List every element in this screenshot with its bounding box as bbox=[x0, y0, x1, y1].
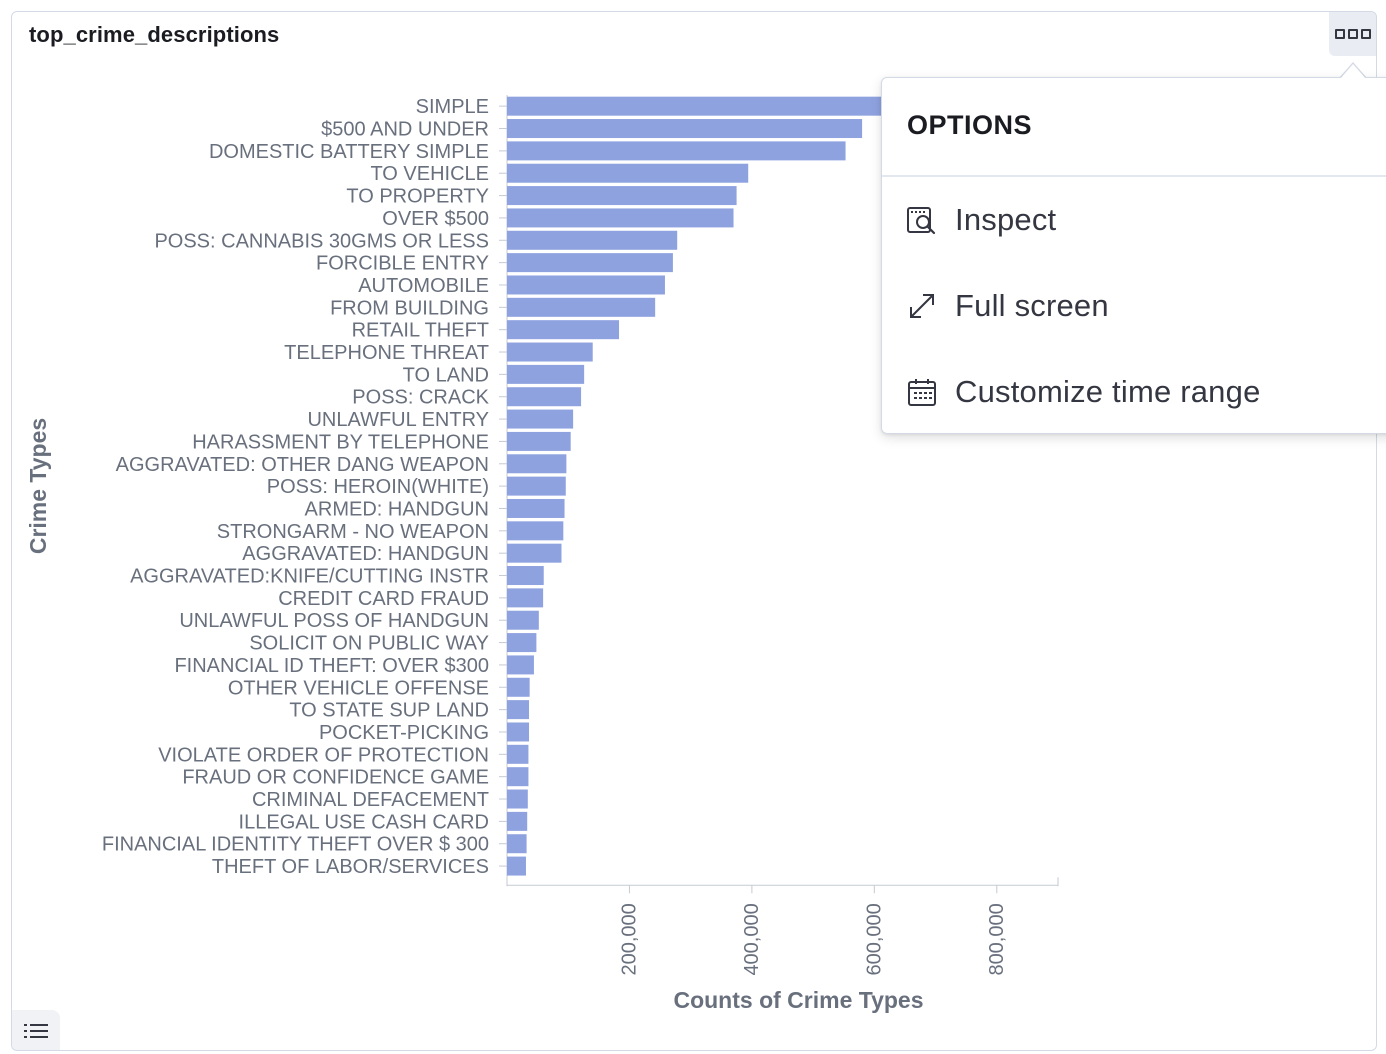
bar bbox=[507, 141, 846, 161]
y-tick-label: HARASSMENT BY TELEPHONE bbox=[192, 431, 489, 453]
popover-divider bbox=[882, 175, 1386, 177]
y-tick-label: TO VEHICLE bbox=[370, 163, 489, 185]
menu-item-inspect-label: Inspect bbox=[955, 202, 1057, 237]
y-tick-label: DOMESTIC BATTERY SIMPLE bbox=[209, 141, 489, 163]
x-tick-label: 800,000 bbox=[986, 903, 1008, 975]
menu-item-inspect[interactable]: Inspect bbox=[882, 190, 1386, 250]
bar bbox=[507, 700, 530, 720]
bar bbox=[507, 208, 734, 228]
menu-item-full-screen[interactable]: Full screen bbox=[882, 276, 1386, 336]
bar bbox=[507, 566, 544, 586]
y-tick-label: FINANCIAL ID THEFT: OVER $300 bbox=[174, 655, 489, 677]
y-tick-label: SOLICIT ON PUBLIC WAY bbox=[249, 633, 489, 655]
y-tick-label: AUTOMOBILE bbox=[358, 275, 489, 297]
y-axis-title: Crime Types bbox=[25, 418, 51, 554]
y-tick-label: POSS: CRACK bbox=[352, 387, 489, 409]
bar bbox=[507, 655, 534, 675]
y-tick-label: SIMPLE bbox=[416, 96, 489, 118]
bar bbox=[507, 856, 526, 876]
y-tick-label: TELEPHONE THREAT bbox=[284, 342, 489, 364]
y-tick-label: CREDIT CARD FRAUD bbox=[278, 588, 489, 610]
menu-item-full-screen-label: Full screen bbox=[955, 288, 1109, 323]
bar bbox=[507, 588, 544, 608]
y-tick-label: VIOLATE ORDER OF PROTECTION bbox=[158, 744, 489, 766]
bar bbox=[507, 454, 567, 474]
bar bbox=[507, 722, 530, 742]
popover-arrow-fill bbox=[1340, 64, 1366, 79]
bar bbox=[507, 834, 527, 854]
bar bbox=[507, 364, 585, 384]
bar bbox=[507, 342, 593, 362]
y-tick-label: TO LAND bbox=[403, 364, 489, 386]
menu-item-customize-time-range[interactable]: Customize time range bbox=[882, 362, 1386, 422]
y-tick-label: POSS: CANNABIS 30GMS OR LESS bbox=[154, 230, 489, 252]
y-tick-label: CRIMINAL DEFACEMENT bbox=[252, 789, 489, 811]
y-tick-label: POCKET-PICKING bbox=[319, 722, 489, 744]
y-tick-label: RETAIL THEFT bbox=[352, 320, 489, 342]
legend-toggle-button[interactable] bbox=[12, 1010, 60, 1050]
y-tick-label: UNLAWFUL POSS OF HANDGUN bbox=[179, 610, 489, 632]
panel-title: top_crime_descriptions bbox=[29, 22, 280, 47]
y-tick-label: AGGRAVATED: OTHER DANG WEAPON bbox=[116, 454, 489, 476]
inspect-icon bbox=[907, 207, 936, 235]
bar bbox=[507, 387, 582, 407]
y-tick-label: STRONGARM - NO WEAPON bbox=[217, 521, 489, 543]
calendar-icon bbox=[908, 379, 936, 406]
bar bbox=[507, 789, 528, 809]
bar bbox=[507, 476, 566, 496]
y-tick-label: OVER $500 bbox=[382, 208, 489, 230]
y-tick-label: TO PROPERTY bbox=[346, 186, 489, 208]
bar bbox=[507, 767, 529, 787]
y-tick-label: FROM BUILDING bbox=[330, 297, 489, 319]
y-tick-label: POSS: HEROIN(WHITE) bbox=[267, 476, 489, 498]
panel-options-button[interactable] bbox=[1329, 12, 1376, 56]
y-tick-label: OTHER VEHICLE OFFENSE bbox=[228, 677, 489, 699]
y-tick-label: FRAUD OR CONFIDENCE GAME bbox=[182, 767, 489, 789]
bar bbox=[507, 275, 665, 295]
bar bbox=[507, 409, 574, 429]
y-tick-label: ILLEGAL USE CASH CARD bbox=[239, 811, 489, 833]
bar bbox=[507, 297, 656, 317]
bar bbox=[507, 521, 564, 541]
menu-item-customize-time-range-label: Customize time range bbox=[955, 374, 1261, 409]
y-tick-label: THEFT OF LABOR/SERVICES bbox=[212, 856, 489, 878]
y-tick-label: TO STATE SUP LAND bbox=[289, 700, 489, 722]
bar bbox=[507, 230, 678, 250]
y-tick-label: $500 AND UNDER bbox=[321, 119, 489, 141]
y-tick-label: FINANCIAL IDENTITY THEFT OVER $ 300 bbox=[102, 834, 489, 856]
options-popover: OPTIONS Inspect Full screen bbox=[881, 77, 1386, 434]
bar bbox=[507, 811, 528, 831]
horizontal-dots-icon bbox=[1335, 29, 1371, 39]
bar bbox=[507, 633, 537, 653]
bar bbox=[507, 186, 737, 206]
bar bbox=[507, 163, 749, 183]
expand-icon bbox=[910, 294, 934, 318]
x-axis-title: Counts of Crime Types bbox=[673, 987, 923, 1013]
x-tick-label: 200,000 bbox=[618, 903, 640, 975]
bar bbox=[507, 320, 620, 340]
y-tick-label: AGGRAVATED: HANDGUN bbox=[242, 543, 489, 565]
bar bbox=[507, 498, 565, 518]
bar bbox=[507, 431, 571, 451]
bar bbox=[507, 744, 529, 764]
list-icon bbox=[24, 1024, 48, 1038]
bar bbox=[507, 253, 673, 273]
y-tick-label: UNLAWFUL ENTRY bbox=[307, 409, 489, 431]
bar bbox=[507, 119, 863, 139]
x-tick-label: 400,000 bbox=[741, 903, 763, 975]
y-tick-label: ARMED: HANDGUN bbox=[305, 498, 489, 520]
y-tick-label: FORCIBLE ENTRY bbox=[316, 253, 489, 275]
bar bbox=[507, 677, 530, 697]
popover-title: OPTIONS bbox=[907, 110, 1033, 140]
bar bbox=[507, 610, 539, 630]
x-tick-label: 600,000 bbox=[863, 903, 885, 975]
bar bbox=[507, 543, 562, 563]
y-tick-label: AGGRAVATED:KNIFE/CUTTING INSTR bbox=[130, 566, 489, 588]
